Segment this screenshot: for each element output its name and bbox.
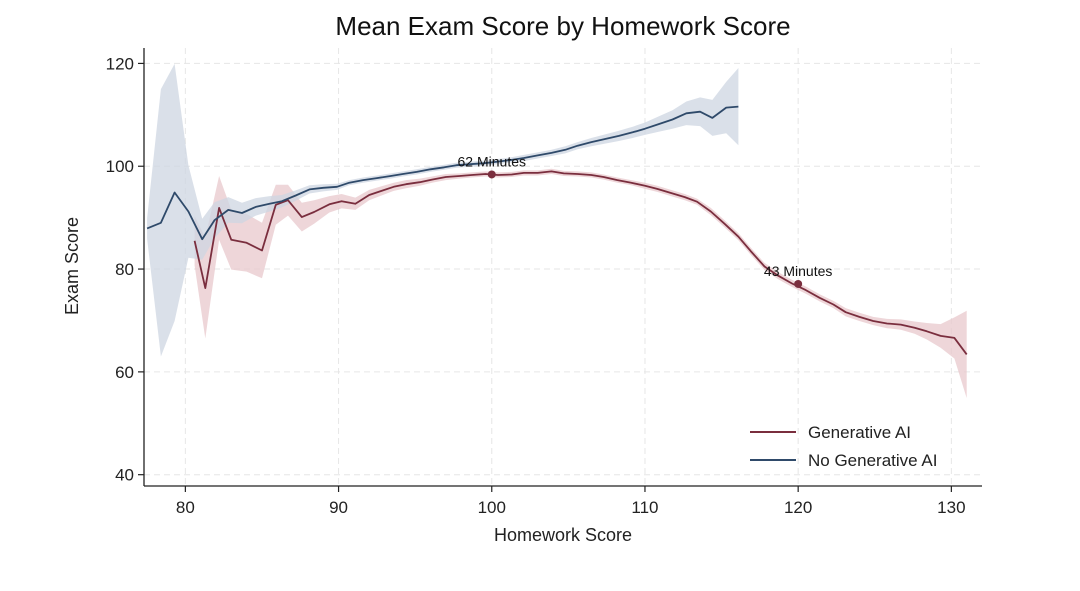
no-generative-ai-marker-label: 62 Minutes xyxy=(458,153,526,169)
y-tick-label: 60 xyxy=(115,363,134,382)
axes: 80 90 100 110 120 130 40 60 80 100 120 xyxy=(106,48,982,517)
x-tick-label: 100 xyxy=(478,498,506,517)
x-axis-title: Homework Score xyxy=(494,525,632,545)
legend: Generative AI No Generative AI xyxy=(750,423,937,470)
x-tick-label: 110 xyxy=(631,498,658,517)
y-tick-label: 40 xyxy=(115,466,134,485)
generative-ai-confidence-band xyxy=(194,168,967,399)
generative-ai-line xyxy=(193,170,968,355)
x-tick-label: 120 xyxy=(784,498,812,517)
chart-title: Mean Exam Score by Homework Score xyxy=(335,11,790,41)
legend-label-generative-ai: Generative AI xyxy=(808,423,911,442)
generative-ai-marker-label: 43 Minutes xyxy=(764,263,832,279)
y-tick-label: 100 xyxy=(106,157,134,176)
no-generative-ai-line xyxy=(146,105,739,241)
legend-label-no-generative-ai: No Generative AI xyxy=(808,451,937,470)
generative-ai-marker-point xyxy=(794,279,803,288)
no-generative-ai-confidence-band xyxy=(147,63,739,357)
series-lines xyxy=(146,105,968,355)
confidence-bands xyxy=(147,63,967,399)
y-tick-label: 120 xyxy=(106,54,134,73)
x-tick-label: 130 xyxy=(937,498,965,517)
y-axis-title: Exam Score xyxy=(62,217,82,315)
annotations: 43 Minutes 62 Minutes xyxy=(458,153,832,288)
x-tick-label: 90 xyxy=(329,498,348,517)
grid xyxy=(144,48,982,486)
no-generative-ai-marker-point xyxy=(487,170,496,179)
x-tick-label: 80 xyxy=(176,498,195,517)
y-tick-label: 80 xyxy=(115,260,134,279)
